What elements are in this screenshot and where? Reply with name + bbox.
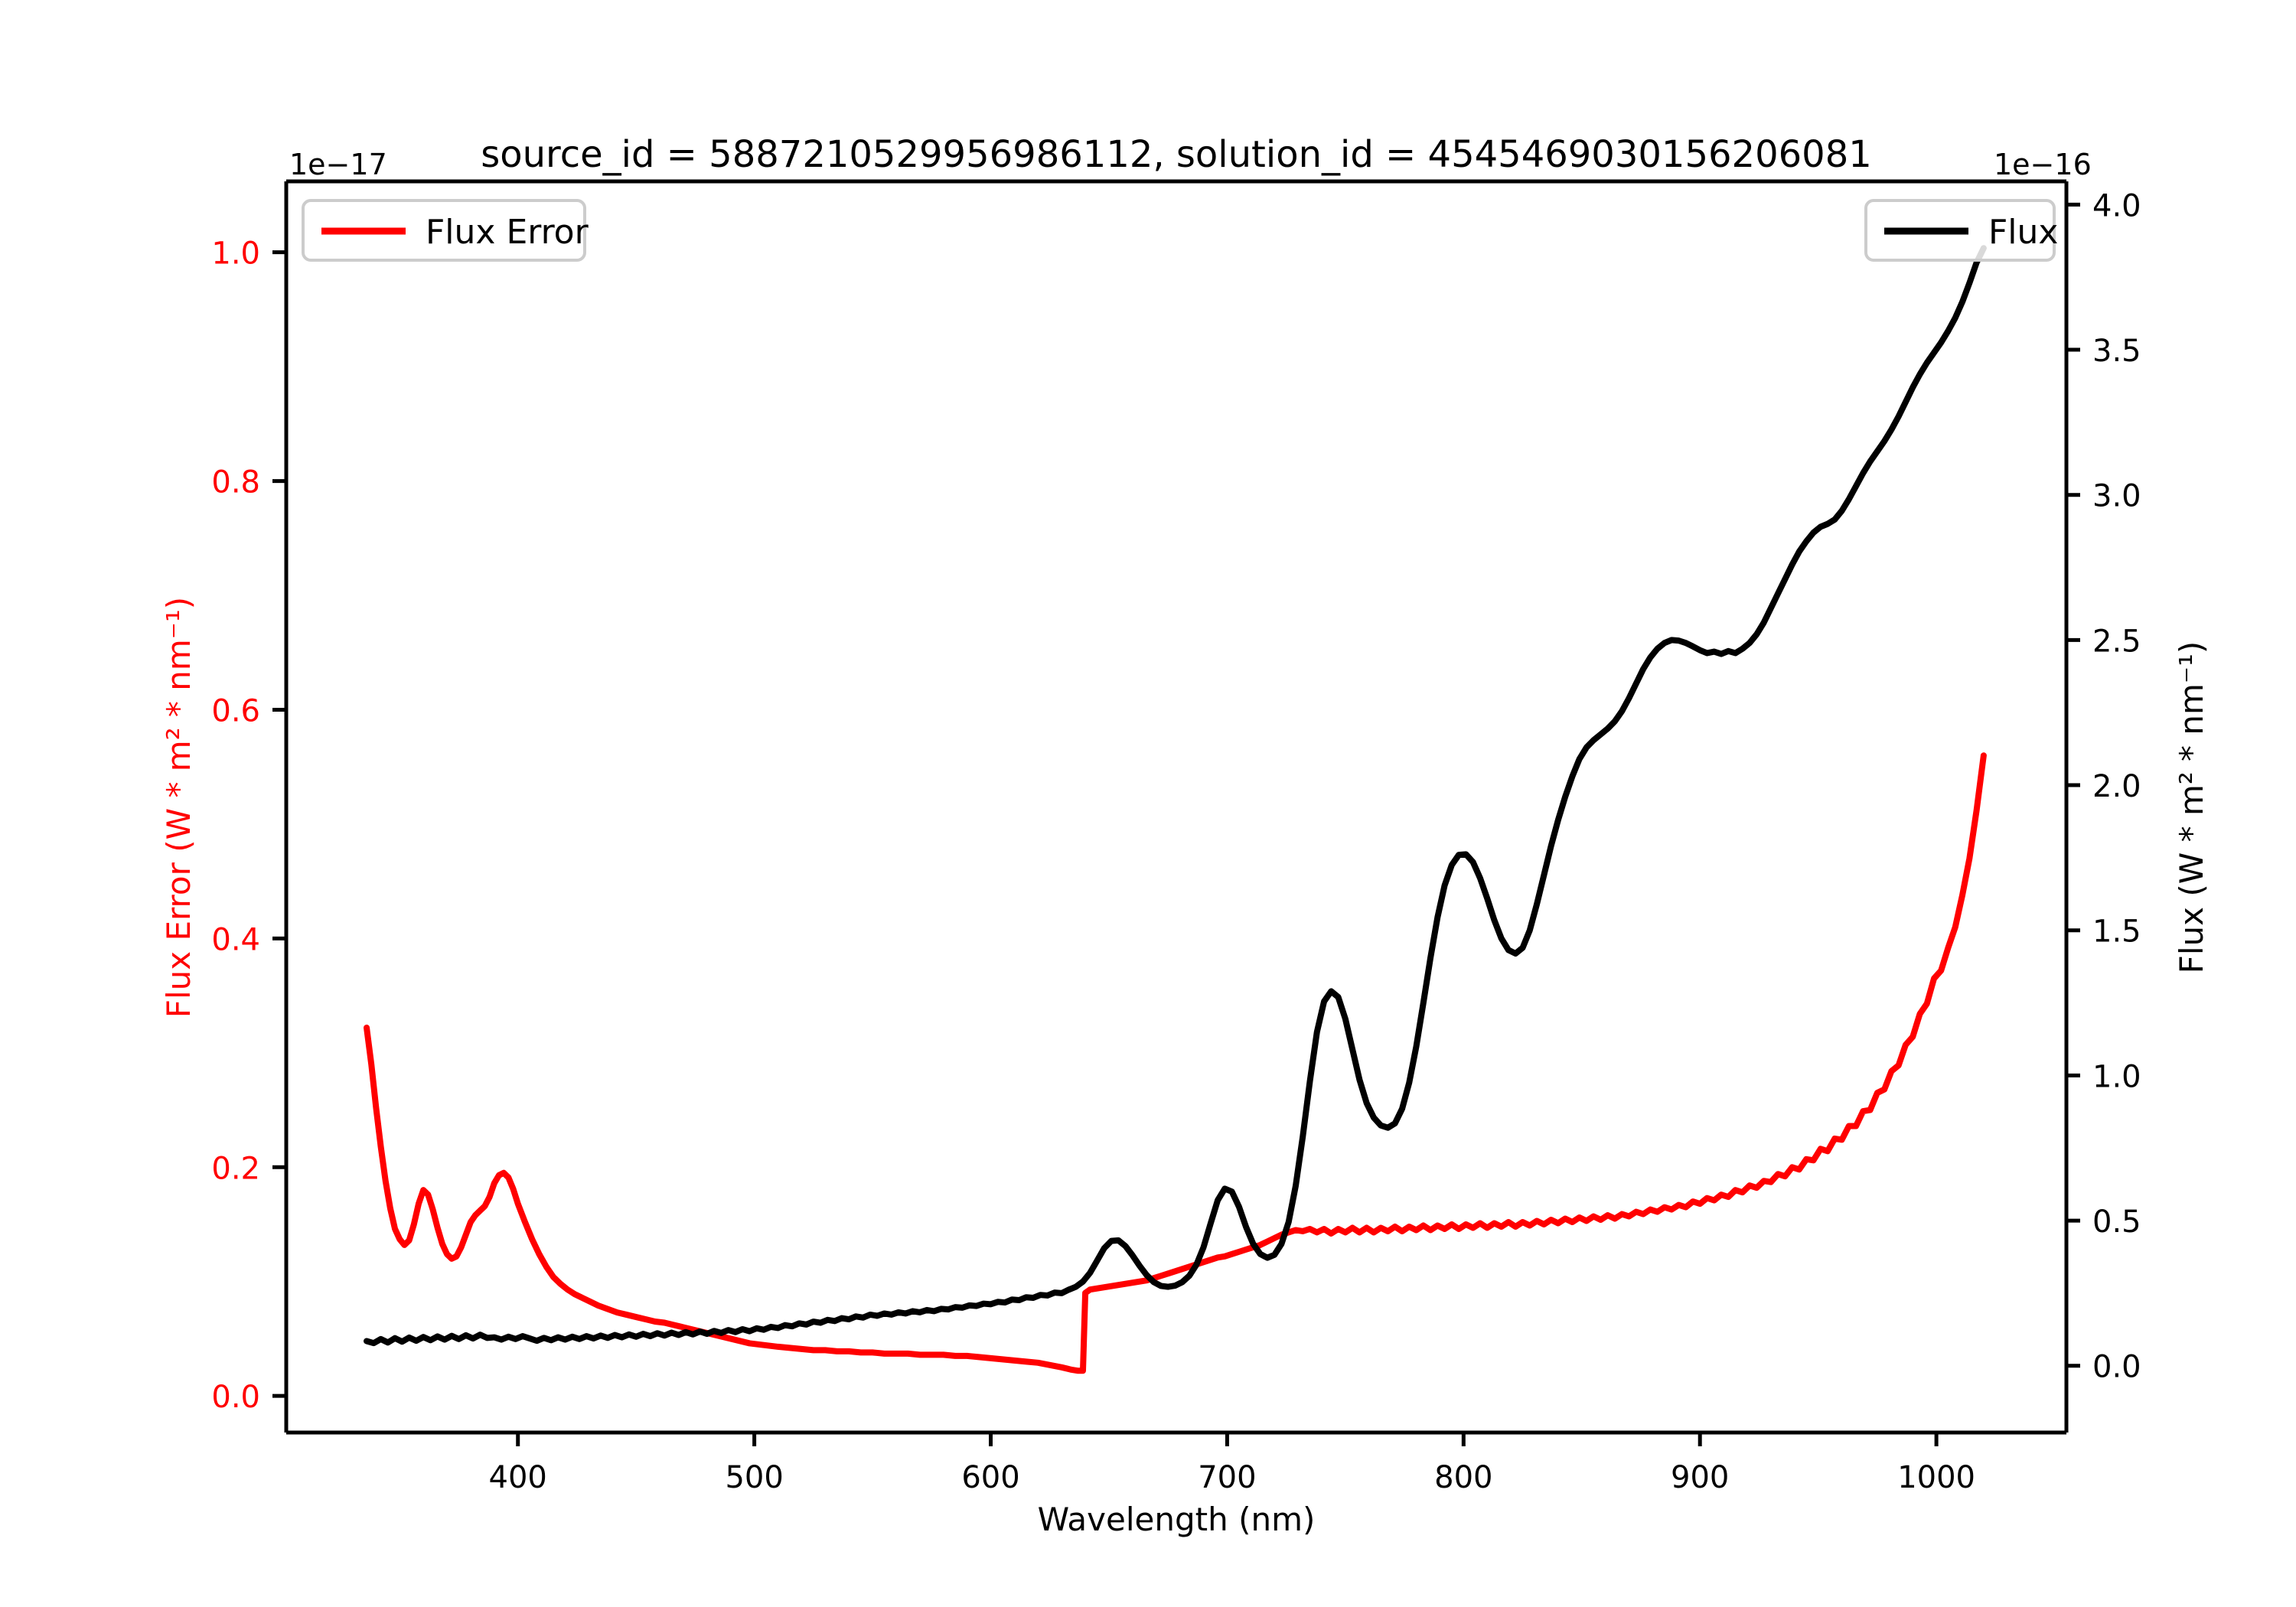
right-y-tick-label: 0.5 bbox=[2092, 1204, 2141, 1240]
left-y-tick-label: 0.6 bbox=[211, 693, 260, 729]
left-y-tick-label: 0.8 bbox=[211, 465, 260, 500]
legend-label-flux-error: Flux Error bbox=[426, 213, 589, 252]
x-tick-label: 400 bbox=[489, 1460, 547, 1495]
right-y-axis-ticks: 0.0 0.5 1.0 1.5 2.0 2.5 3.0 3.5 4.0 bbox=[2066, 188, 2141, 1385]
x-tick-label: 1000 bbox=[1897, 1460, 1975, 1495]
right-y-tick-label: 2.5 bbox=[2092, 624, 2141, 659]
legend-label-flux: Flux bbox=[1988, 213, 2058, 252]
axes-frame bbox=[284, 179, 2069, 1435]
right-y-axis-label: Flux (W * m² * nm⁻¹) bbox=[2173, 641, 2210, 974]
left-y-axis-label: Flux Error (W * m² * nm⁻¹) bbox=[160, 597, 197, 1018]
right-y-tick-label: 4.0 bbox=[2092, 188, 2141, 223]
right-y-tick-label: 0.0 bbox=[2092, 1350, 2141, 1385]
legend-flux[interactable]: Flux bbox=[1864, 199, 2058, 262]
x-axis-ticks: 400 500 600 700 800 900 1000 bbox=[489, 1433, 1975, 1495]
x-tick-label: 500 bbox=[725, 1460, 783, 1495]
right-y-tick-label: 3.5 bbox=[2092, 334, 2141, 369]
left-y-tick-label: 0.0 bbox=[211, 1380, 260, 1415]
flux-error-line bbox=[364, 752, 1987, 1374]
left-y-axis-ticks: 0.0 0.2 0.4 0.6 0.8 1.0 bbox=[211, 236, 286, 1415]
right-y-tick-label: 3.0 bbox=[2092, 479, 2141, 514]
data-series-group bbox=[364, 245, 1987, 1374]
x-axis-label: Wavelength (nm) bbox=[1038, 1501, 1316, 1538]
x-tick-label: 900 bbox=[1671, 1460, 1729, 1495]
x-tick-label: 700 bbox=[1198, 1460, 1256, 1495]
right-y-tick-label: 1.5 bbox=[2092, 914, 2141, 950]
left-y-tick-label: 0.2 bbox=[211, 1151, 260, 1186]
right-y-tick-label: 1.0 bbox=[2092, 1059, 2141, 1094]
left-y-tick-label: 0.4 bbox=[211, 922, 260, 957]
x-tick-label: 800 bbox=[1434, 1460, 1492, 1495]
page-title: source_id = 5887210529956986112, solutio… bbox=[481, 133, 1872, 176]
legend-box-left bbox=[302, 199, 586, 262]
right-y-tick-label: 2.0 bbox=[2092, 769, 2141, 804]
x-tick-label: 600 bbox=[961, 1460, 1019, 1495]
left-y-tick-label: 1.0 bbox=[211, 236, 260, 272]
legend-flux-error[interactable]: Flux Error bbox=[302, 199, 589, 262]
right-axis-offset-text: 1e−16 bbox=[1994, 148, 2092, 181]
flux-line bbox=[364, 245, 1987, 1347]
left-axis-offset-text: 1e−17 bbox=[289, 148, 387, 181]
